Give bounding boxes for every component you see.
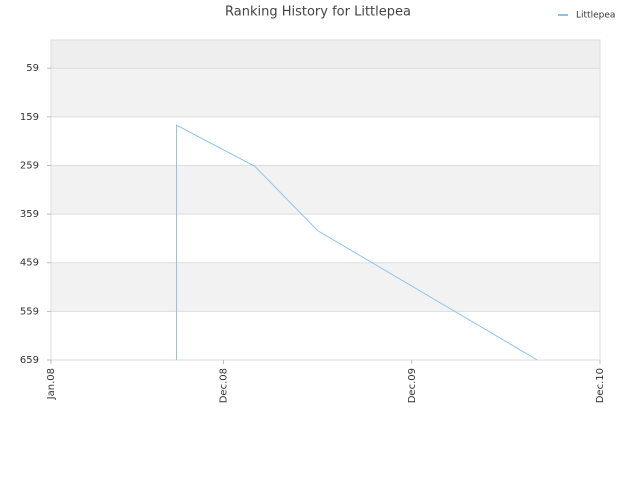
x-tick-label: Dec.09 [407,368,418,403]
x-tick-label: Dec.08 [219,368,230,403]
y-tick-label: 659 [20,355,39,366]
y-tick-label: 59 [26,63,39,74]
line [175,124,538,361]
y-tick-label: 159 [20,112,39,123]
band [51,214,600,263]
chart-title: Ranking History for Littlepea [225,5,411,20]
y-tick-label: 259 [20,160,39,171]
y-tick-label: 359 [20,209,39,220]
band [51,311,600,360]
x-tick-label: Jan.08 [46,368,57,400]
band [51,165,600,215]
band [51,116,600,166]
band [51,40,600,69]
band [51,262,600,312]
x-tick-label: Dec.10 [595,368,606,403]
band [51,68,600,117]
legend-label: Littlepea [576,11,615,21]
y-tick-label: 559 [20,306,39,317]
y-tick-label: 459 [20,258,39,269]
